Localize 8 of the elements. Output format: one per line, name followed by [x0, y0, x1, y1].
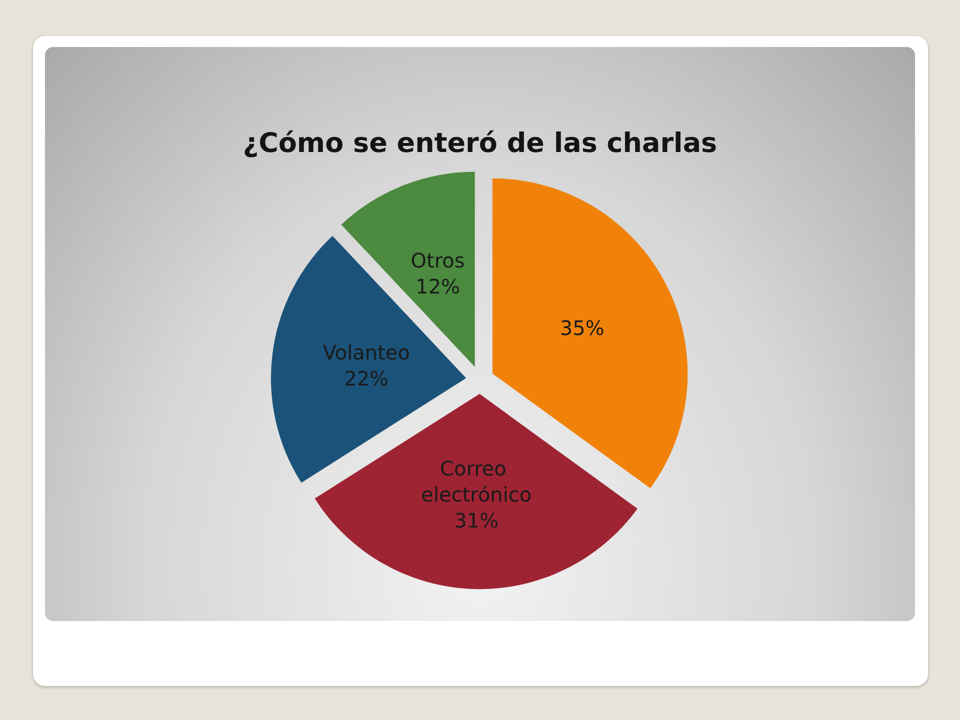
slice-label: Otros	[410, 248, 465, 272]
data-label: 35%	[560, 316, 604, 340]
slice-label: Volanteo	[322, 340, 410, 365]
slice-label: Correo electrónico	[421, 456, 532, 506]
data-label: 22%	[344, 366, 389, 391]
data-label: 31%	[454, 508, 499, 532]
data-label: 12%	[416, 274, 460, 298]
chart-title: ¿Cómo se enteró de las charlas	[242, 128, 718, 159]
